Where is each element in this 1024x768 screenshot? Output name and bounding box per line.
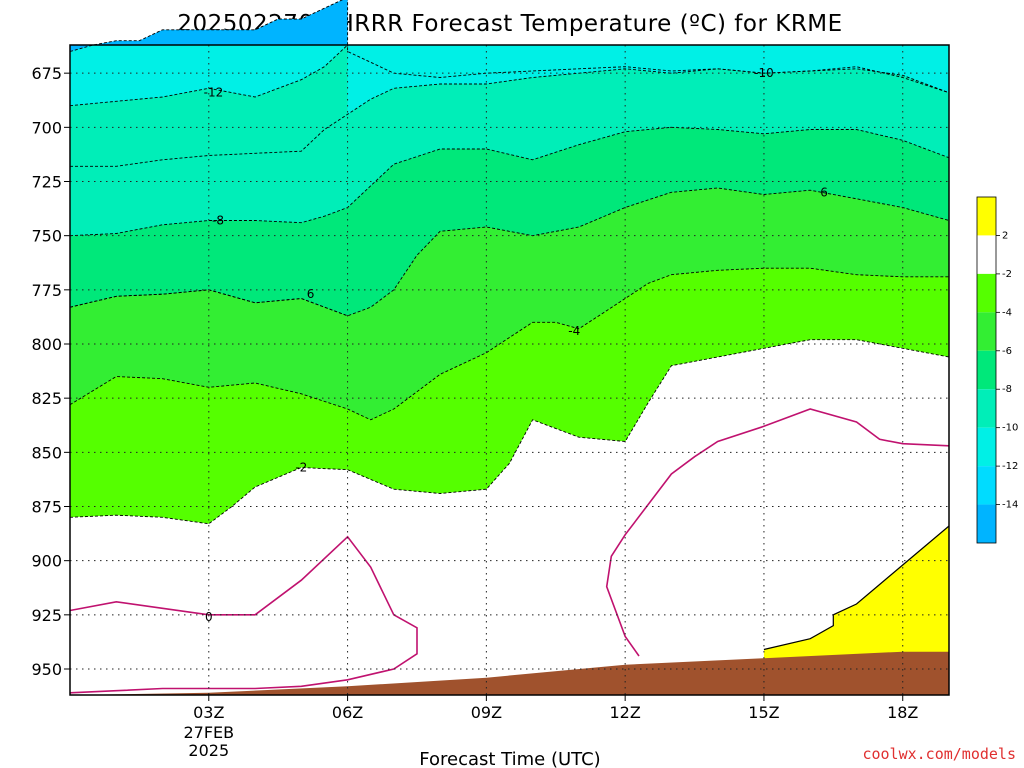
colorbar-swatch-5 xyxy=(977,389,996,428)
grid-lines xyxy=(70,45,949,695)
x-tick-label-5: 18Z xyxy=(887,703,918,722)
x-tick-label-2: 09Z xyxy=(471,703,502,722)
contour-1 xyxy=(347,0,950,94)
colorbar-swatch-4 xyxy=(977,350,996,390)
colorbar-swatch-6 xyxy=(977,427,996,467)
contour-11 xyxy=(763,525,950,651)
terrain-fill xyxy=(70,651,949,695)
colorbar-label-2: -4 xyxy=(1002,307,1012,318)
x-date-label-2: 2025 xyxy=(188,741,229,760)
y-tick-label-1: 700 xyxy=(31,118,62,137)
y-tick-label-9: 900 xyxy=(31,552,62,571)
contour-8 xyxy=(69,339,950,525)
contour-label-9: 0 xyxy=(205,610,213,624)
colorbar-swatch-7 xyxy=(977,466,996,505)
fill-band-minus14 xyxy=(70,0,348,52)
y-axis: 675 700 725 750 775 800 825 850 875 900 925 950 xyxy=(31,64,70,679)
contour-label-5: 6 xyxy=(820,185,828,199)
colorbar-border xyxy=(976,196,997,544)
contour-10 xyxy=(605,408,950,657)
colorbar-label-0: 2 xyxy=(1002,230,1008,241)
plot-frame xyxy=(69,44,950,696)
y-tick-label-5: 800 xyxy=(31,335,62,354)
fill-band-minus2 xyxy=(70,339,949,695)
contour-0 xyxy=(69,0,343,52)
plot-area xyxy=(70,0,949,696)
colorbar-label-4: -8 xyxy=(1002,384,1012,395)
contour-5 xyxy=(69,187,950,317)
x-axis: 03Z 06Z 09Z 12Z 15Z 18Z xyxy=(193,695,918,722)
contour-3 xyxy=(70,68,950,167)
contour-4 xyxy=(69,126,950,237)
colorbar-label-7: -14 xyxy=(1002,500,1018,511)
colorbar: 2 -2 -4 -6 -8 -10 -12 -14 xyxy=(976,196,1018,544)
colorbar-label-3: -6 xyxy=(1002,346,1012,357)
y-tick-label-8: 875 xyxy=(31,498,62,517)
y-tick-label-6: 825 xyxy=(31,389,62,408)
colorbar-swatch-0 xyxy=(977,197,996,236)
x-tick-label-4: 15Z xyxy=(748,703,779,722)
colorbar-label-6: -12 xyxy=(1002,461,1018,472)
y-tick-label-0: 675 xyxy=(31,64,62,83)
y-tick-label-7: 850 xyxy=(31,443,62,462)
y-tick-label-3: 750 xyxy=(31,227,62,246)
contour-label-4: -8 xyxy=(212,214,224,228)
y-tick-label-2: 725 xyxy=(31,173,62,192)
x-tick-label-0: 03Z xyxy=(193,703,224,722)
contour-label-6: 6 xyxy=(307,287,315,301)
contour-label-8: -2 xyxy=(295,461,307,475)
y-tick-label-10: 925 xyxy=(31,606,62,625)
y-tick-label-4: 775 xyxy=(31,281,62,300)
contour-label-0: -12 xyxy=(204,86,224,100)
colorbar-label-1: -2 xyxy=(1002,269,1012,280)
contour-label-7: -4 xyxy=(568,324,580,338)
contour-7 xyxy=(69,267,949,421)
colorbar-swatch-2 xyxy=(977,273,996,313)
colorbar-swatch-8 xyxy=(977,504,996,543)
colorbar-swatch-3 xyxy=(977,312,996,351)
credit-text: coolwx.com/models xyxy=(862,745,1016,763)
colorbar-label-5: -10 xyxy=(1002,423,1018,434)
x-tick-label-1: 06Z xyxy=(332,703,363,722)
x-axis-label: Forecast Time (UTC) xyxy=(419,749,600,768)
contour-lines: -12-10-866-4-20 xyxy=(69,0,950,694)
y-tick-label-11: 950 xyxy=(31,660,62,679)
x-date-label-1: 27FEB xyxy=(183,723,234,742)
colorbar-swatch-1 xyxy=(977,235,996,274)
x-tick-label-3: 12Z xyxy=(609,703,640,722)
